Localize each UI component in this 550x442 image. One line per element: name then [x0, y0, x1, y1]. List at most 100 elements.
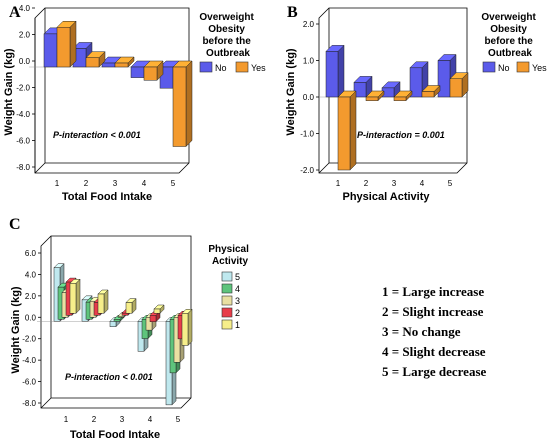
x-tick-label: 2	[364, 179, 369, 188]
y-tick-label: 2.0	[303, 20, 315, 29]
key-item-4: 4 = Slight decrease	[382, 344, 486, 359]
x-tick-label: 2	[84, 179, 89, 188]
legend-swatch-yes	[235, 61, 249, 73]
y-tick-label: 4.0	[25, 270, 37, 279]
y-tick-label: -2.0	[22, 335, 36, 344]
x-tick-label: 5	[448, 179, 453, 188]
legend-swatch-no	[199, 61, 213, 73]
bar-c-1-3	[125, 297, 137, 314]
panel-c-annotation: P-interaction < 0.001	[65, 372, 153, 382]
x-tick-label: 3	[392, 179, 397, 188]
bar-b-Yes-3	[393, 90, 413, 102]
panel-a-label: A	[9, 4, 21, 21]
x-tick-label: 1	[64, 415, 69, 424]
bar-a-Yes-5	[172, 60, 193, 148]
x-tick-label: 2	[92, 415, 97, 424]
panel-a-legend: Overweight Obesity before the Outbreak N…	[199, 12, 266, 73]
legend-label-pa-1: 1	[235, 320, 240, 330]
legend-swatch-pa-2	[221, 307, 233, 318]
y-tick-label: -4.0	[16, 110, 30, 119]
panel-c-bars	[53, 263, 193, 406]
panel-b-label: B	[287, 4, 298, 21]
bar-b-No-4	[409, 61, 429, 98]
panel-c-legend-items: 5 4 3 2 1	[221, 271, 240, 330]
legend-b-swatch-no	[482, 61, 496, 73]
legend-label-yes: Yes	[251, 63, 266, 73]
panel-c-x-ticks: 1 2 3 4 5	[64, 415, 181, 424]
panel-a-x-ticks: 1 2 3 4 5	[55, 179, 176, 188]
panel-b-annotation: P-interaction = 0.001	[357, 130, 445, 140]
x-tick-label: 5	[171, 179, 176, 188]
y-tick-label: 2.0	[25, 292, 37, 301]
panel-a-y-ticks: 4.0 2.0 0.0 -2.0 -4.0 -6.0 -8.0	[16, 4, 189, 172]
bar-b-Yes-5	[449, 72, 469, 98]
y-tick-label: -4.0	[22, 356, 36, 365]
panel-b-ylabel: Weight Gain (kg)	[285, 48, 297, 136]
bar-b-Yes-4	[421, 84, 441, 98]
panel-a-legend-title: Overweight Obesity before the Outbreak	[199, 12, 256, 59]
legend-b-swatch-yes	[516, 61, 530, 73]
y-tick-label: -2.0	[300, 166, 314, 175]
y-tick-label: 6.0	[25, 249, 37, 258]
y-tick-label: -8.0	[16, 163, 30, 172]
legend-label-pa-3: 3	[235, 296, 240, 306]
panel-b-xlabel: Physical Activity	[342, 191, 430, 203]
panel-a-bars	[43, 20, 193, 148]
key-item-3: 3 = No change	[382, 324, 461, 339]
panel-b-x-ticks: 1 2 3 4 5	[336, 179, 453, 188]
bar-b-Yes-2	[365, 90, 385, 102]
bar-b-Yes-1	[337, 90, 357, 171]
bar-b-No-2	[353, 75, 373, 98]
bar-c-1-1	[69, 278, 81, 314]
category-key: 1 = Large increase 2 = Slight increase 3…	[382, 284, 487, 379]
panel-c: C 6.0 4.0 2.0 0.0 -2.0 -4.0 -6.0 -8.0 1 2 3 4 5 P-i…	[9, 216, 251, 441]
panel-c-legend: Physical Activity 5 4 3 2 1	[208, 244, 251, 330]
bar-b-No-3	[381, 81, 401, 98]
bar-a-Yes-3	[114, 56, 135, 68]
panel-b: B 2.0 1.0 0.0 -1.0 -2.0 1 2 3 4 5 P-interaction …	[285, 4, 547, 203]
legend-label-pa-5: 5	[235, 272, 240, 282]
bar-c-1-5	[181, 308, 193, 347]
x-tick-label: 5	[176, 415, 181, 424]
panel-c-label: C	[9, 216, 21, 233]
bar-a-Yes-2	[85, 51, 106, 68]
bar-b-No-1	[325, 44, 345, 98]
y-tick-label: -6.0	[22, 378, 36, 387]
key-item-1: 1 = Large increase	[382, 284, 484, 299]
legend-swatch-pa-5	[221, 271, 233, 282]
legend-b-label-no: No	[498, 63, 510, 73]
legend-swatch-pa-3	[221, 295, 233, 306]
panel-a-annotation: P-interaction < 0.001	[53, 130, 141, 140]
panel-c-frame	[40, 235, 192, 409]
panel-b-y-ticks: 2.0 1.0 0.0 -1.0 -2.0	[300, 20, 467, 175]
key-item-2: 2 = Slight increase	[382, 304, 484, 319]
y-tick-label: -1.0	[300, 130, 314, 139]
key-item-5: 5 = Large decrease	[382, 364, 487, 379]
x-tick-label: 1	[55, 179, 60, 188]
y-tick-label: -6.0	[16, 137, 30, 146]
panel-a-xlabel: Total Food Intake	[62, 191, 152, 203]
y-tick-label: 0.0	[303, 93, 315, 102]
legend-swatch-pa-4	[221, 283, 233, 294]
bar-c-1-2	[97, 289, 109, 314]
x-tick-label: 4	[420, 179, 425, 188]
x-tick-label: 4	[148, 415, 153, 424]
x-tick-label: 4	[142, 179, 147, 188]
legend-label-no: No	[215, 63, 227, 73]
panel-a: A 4.0 2.0 0.0 -2.0 -4.0 -6.0 -8.0 1 2 3 4 5 P-inte…	[3, 4, 266, 203]
legend-b-label-yes: Yes	[532, 63, 547, 73]
panel-b-legend: Overweight Obesity before the Outbreak N…	[481, 12, 547, 73]
y-tick-label: 0.0	[25, 313, 37, 322]
panel-c-ylabel: Weight Gain (kg)	[10, 286, 22, 374]
x-tick-label: 3	[120, 415, 125, 424]
panel-b-legend-title: Overweight Obesity before the Outbreak	[481, 12, 538, 59]
y-tick-label: 0.0	[19, 57, 31, 66]
legend-swatch-pa-1	[221, 319, 233, 330]
x-tick-label: 1	[336, 179, 341, 188]
bar-a-Yes-4	[143, 60, 164, 81]
panel-b-frame	[318, 7, 468, 174]
panel-a-ylabel: Weight Gain (kg)	[3, 48, 15, 136]
panel-c-legend-title: Physical Activity	[208, 244, 251, 267]
panel-b-bars	[325, 44, 469, 171]
